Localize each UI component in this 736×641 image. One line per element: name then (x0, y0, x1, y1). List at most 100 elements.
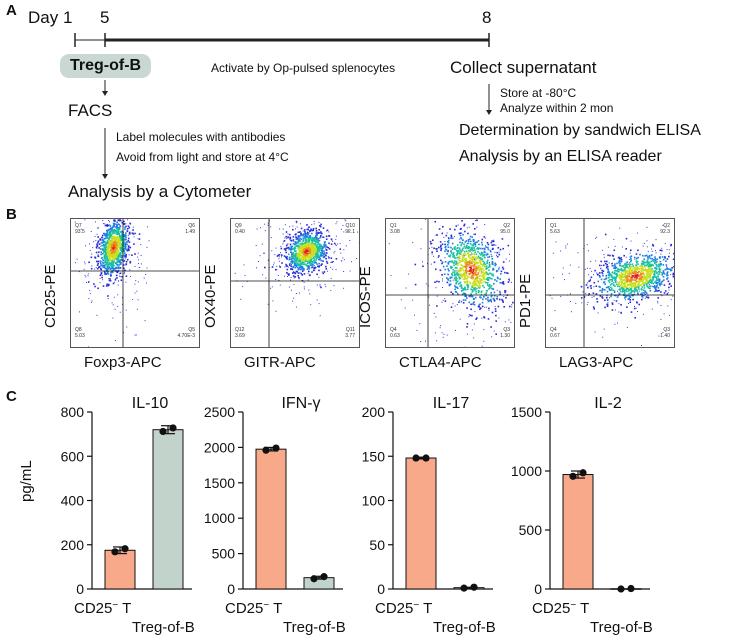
flow-event-dot (119, 240, 121, 243)
flow-event-dot (648, 254, 651, 257)
flow-event-dot (85, 276, 87, 278)
flow-event-dot (315, 237, 318, 240)
flow-event-dot (134, 253, 136, 255)
flow-event-dot (475, 292, 477, 295)
flow-event-dot (476, 279, 479, 281)
flow-event-dot (634, 289, 636, 292)
flow-event-dot (347, 230, 349, 232)
flow-event-dot (474, 267, 477, 269)
flow-event-dot (117, 266, 120, 268)
flow-event-dot (637, 274, 639, 277)
flow-event-dot (296, 238, 298, 241)
flow-event-dot (499, 293, 501, 296)
flow-event-dot (316, 255, 319, 258)
flow-event-dot (319, 284, 321, 286)
y-tick-label: 200 (61, 537, 85, 553)
flow-event-dot (100, 268, 102, 271)
flow-event-dot (494, 262, 496, 265)
flow-event-dot (468, 270, 471, 272)
flow-event-dot (494, 279, 496, 281)
flow-event-dot (469, 259, 472, 262)
flow-event-dot (652, 279, 654, 281)
flow-event-dot (485, 292, 487, 294)
flow-event-dot (589, 285, 592, 287)
flow-event-dot (115, 242, 118, 245)
flow-event-dot (106, 250, 109, 252)
flow-event-dot (626, 273, 629, 275)
flow-event-dot (469, 282, 472, 285)
flow-event-dot (658, 256, 660, 258)
flow-event-dot (313, 262, 316, 264)
flow-event-dot (108, 240, 110, 243)
flow-event-dot (333, 252, 335, 254)
flow-event-dot (621, 273, 623, 276)
flow-event-dot (289, 243, 292, 246)
flow-event-dot (626, 261, 629, 263)
flow-event-dot (565, 247, 567, 249)
flow-event-dot (638, 271, 641, 273)
flow-event-dot (412, 299, 414, 301)
arrow-head-3 (486, 110, 492, 115)
flow-event-dot (614, 294, 616, 297)
flow-event-dot (670, 299, 672, 301)
flow-event-dot (624, 273, 627, 276)
flow-event-dot (606, 290, 609, 293)
flow-event-dot (109, 252, 111, 255)
flow-event-dot (650, 254, 653, 257)
flow-event-dot (621, 246, 623, 248)
flow-event-dot (612, 289, 614, 292)
flow-event-dot (626, 286, 628, 289)
flow-event-dot (482, 284, 484, 287)
flow-event-dot (626, 275, 629, 277)
flow-event-dot (638, 284, 640, 286)
flow-event-dot (645, 269, 647, 272)
flow-event-dot (469, 257, 472, 259)
flow-event-dot (290, 268, 293, 270)
flow-event-dot (644, 293, 646, 296)
flow-event-dot (105, 243, 107, 245)
flow-event-dot (318, 244, 321, 246)
flow-event-dot (114, 281, 116, 283)
flow-event-dot (115, 226, 117, 228)
flow-event-dot (633, 307, 636, 310)
flow-event-dot (465, 250, 468, 252)
flow-event-dot (112, 230, 114, 233)
flow-event-dot (474, 264, 476, 266)
flow-event-dot (108, 243, 110, 246)
flow-event-dot (581, 302, 583, 304)
flow-event-dot (631, 276, 633, 279)
flow-event-dot (642, 277, 644, 279)
flow-event-dot (599, 272, 601, 274)
flow-event-dot (429, 247, 430, 249)
flow-event-dot (657, 282, 659, 284)
flow-event-dot (461, 248, 464, 251)
flow-event-dot (131, 254, 133, 256)
flow-event-dot (473, 233, 475, 235)
flow-event-dot (110, 246, 112, 249)
flow-event-dot (655, 276, 658, 278)
data-point (422, 454, 430, 462)
flow-event-dot (91, 300, 93, 302)
flow-event-dot (303, 261, 305, 264)
flow-event-dot (111, 229, 113, 232)
flow-event-dot (291, 268, 294, 271)
flow-event-dot (464, 287, 466, 290)
flow-event-dot (84, 274, 86, 276)
flow-event-dot (106, 283, 108, 286)
flow-x-axis-label: LAG3-APC (559, 354, 634, 371)
flow-event-dot (319, 247, 322, 250)
flow-event-dot (299, 251, 302, 253)
flow-event-dot (109, 251, 112, 253)
flow-event-dot (114, 245, 116, 248)
flow-event-dot (603, 256, 605, 258)
flow-event-dot (454, 248, 457, 250)
flow-event-dot (447, 242, 450, 244)
flow-event-dot (110, 267, 113, 270)
flow-event-dot (619, 262, 621, 265)
flow-event-dot (487, 246, 489, 249)
flow-event-dot (664, 256, 666, 258)
flow-event-dot (655, 286, 657, 289)
data-point (272, 444, 280, 452)
flow-event-dot (287, 266, 289, 268)
flow-event-dot (289, 226, 291, 228)
